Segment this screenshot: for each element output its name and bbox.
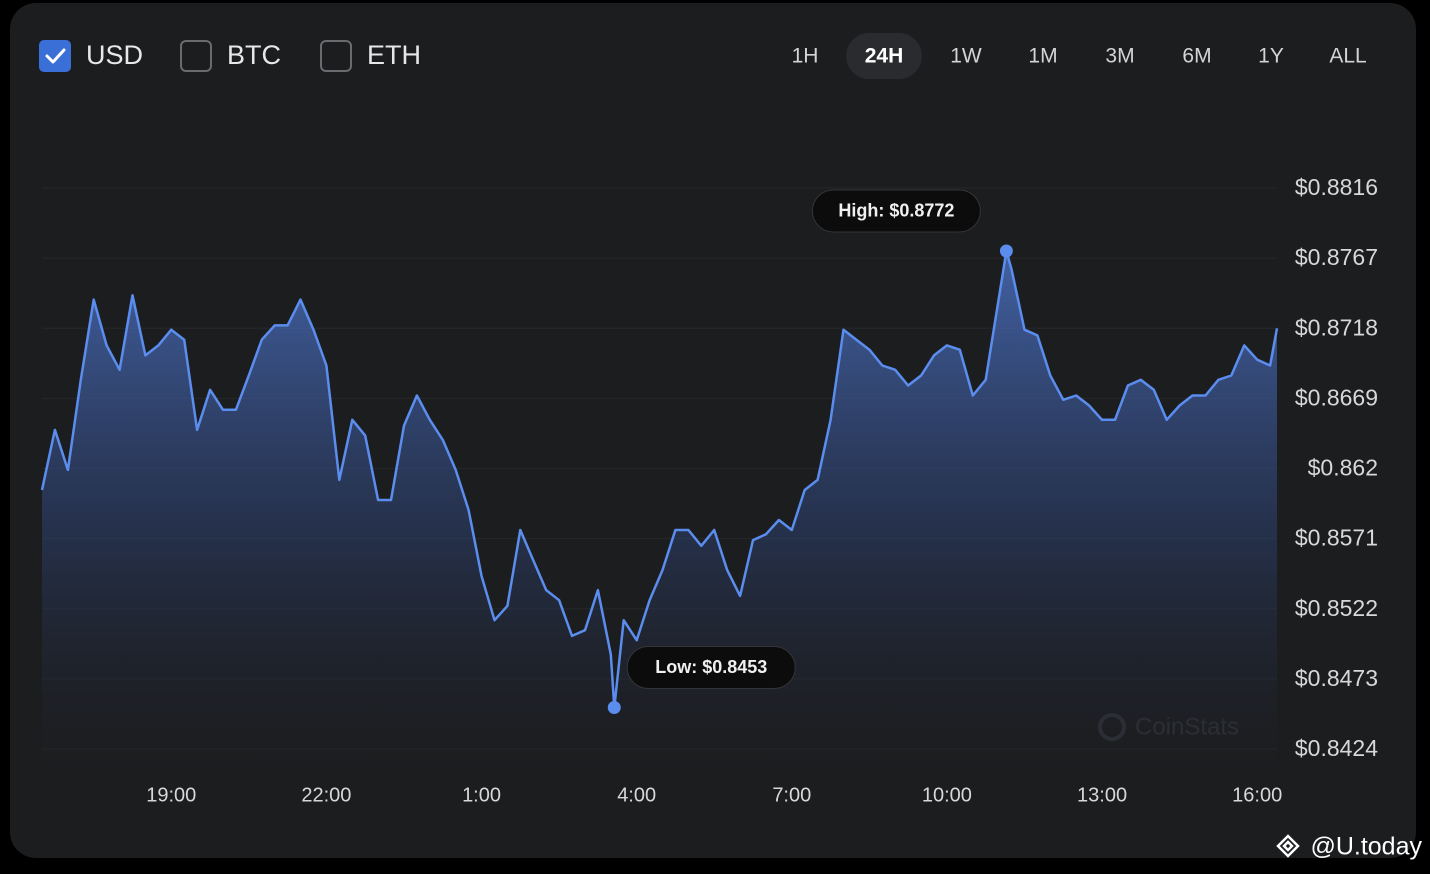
annotation-label: High: $0.8772	[838, 201, 954, 221]
currency-toggle[interactable]: USD	[39, 40, 143, 72]
range-button[interactable]: 1Y	[1258, 45, 1284, 68]
controls: USD BTC ETH 1H 24H 1W 1M 3M 6M 1Y ALL	[39, 33, 1367, 79]
range-selected-bg[interactable]	[846, 33, 922, 79]
range-button[interactable]: 1W	[950, 45, 982, 68]
range-label[interactable]: 1H	[792, 45, 819, 68]
range-button[interactable]: ALL	[1329, 45, 1366, 68]
range-button[interactable]: 6M	[1182, 45, 1211, 68]
extreme-dot	[999, 244, 1013, 258]
range-label[interactable]: 6M	[1182, 45, 1211, 68]
range-button[interactable]: 1H	[792, 45, 819, 68]
credit: @U.today	[1310, 833, 1422, 861]
range-label[interactable]: ALL	[1329, 45, 1366, 68]
annotation-label: Low: $0.8453	[655, 657, 767, 677]
y-tick-label: $0.8571	[1295, 525, 1378, 551]
checkbox[interactable]	[320, 40, 352, 72]
currency-label[interactable]: BTC	[227, 40, 281, 70]
plot	[40, 249, 1279, 770]
y-tick-label: $0.8816	[1295, 174, 1378, 200]
range-button[interactable]: 1M	[1028, 45, 1057, 68]
x-tick-label: 22:00	[301, 784, 351, 806]
checkbox-checked[interactable]	[39, 40, 71, 72]
credit-group: @U.today	[1276, 833, 1422, 861]
currency-label[interactable]: USD	[86, 40, 143, 70]
x-tick-label: 7:00	[772, 784, 811, 806]
x-tick-label: 19:00	[146, 784, 196, 806]
y-tick-label: $0.8522	[1295, 595, 1378, 621]
range-label[interactable]: 1W	[950, 45, 982, 68]
watermark: CoinStats	[1135, 713, 1239, 740]
x-tick-label: 13:00	[1077, 784, 1127, 806]
x-tick-label: 4:00	[617, 784, 656, 806]
extreme-dot	[607, 700, 621, 714]
y-tick-label: $0.862	[1308, 455, 1378, 481]
checkmark	[45, 48, 66, 64]
credit-icon	[1276, 834, 1300, 858]
currency-label[interactable]: ETH	[367, 40, 421, 70]
range-label[interactable]: 1M	[1028, 45, 1057, 68]
range-label[interactable]: 3M	[1105, 45, 1134, 68]
y-tick-label: $0.8424	[1295, 735, 1378, 761]
annotations: High: $0.8772 Low: $0.8453	[607, 189, 1013, 714]
y-tick-label: $0.8669	[1295, 384, 1378, 410]
x-tick-label: 16:00	[1232, 784, 1282, 806]
x-tick-label: 1:00	[462, 784, 501, 806]
y-tick-label: $0.8718	[1295, 314, 1378, 340]
range-label[interactable]: 24H	[865, 45, 904, 68]
currency-toggle[interactable]: ETH	[320, 40, 421, 72]
annotation-bubble	[811, 189, 981, 233]
currency-toggle[interactable]: BTC	[180, 40, 281, 72]
y-tick-label: $0.8473	[1295, 665, 1378, 691]
range-label[interactable]: 1Y	[1258, 45, 1284, 68]
watermark-icon	[1098, 713, 1126, 741]
watermark-group: CoinStats	[1098, 713, 1239, 741]
y-tick-label: $0.8767	[1295, 244, 1378, 270]
range-button[interactable]: 3M	[1105, 45, 1134, 68]
price-line	[40, 249, 1279, 709]
checkbox[interactable]	[180, 40, 212, 72]
annotation-bubble	[626, 645, 796, 689]
x-tick-label: 10:00	[922, 784, 972, 806]
range-button[interactable]: 24H	[846, 33, 922, 79]
